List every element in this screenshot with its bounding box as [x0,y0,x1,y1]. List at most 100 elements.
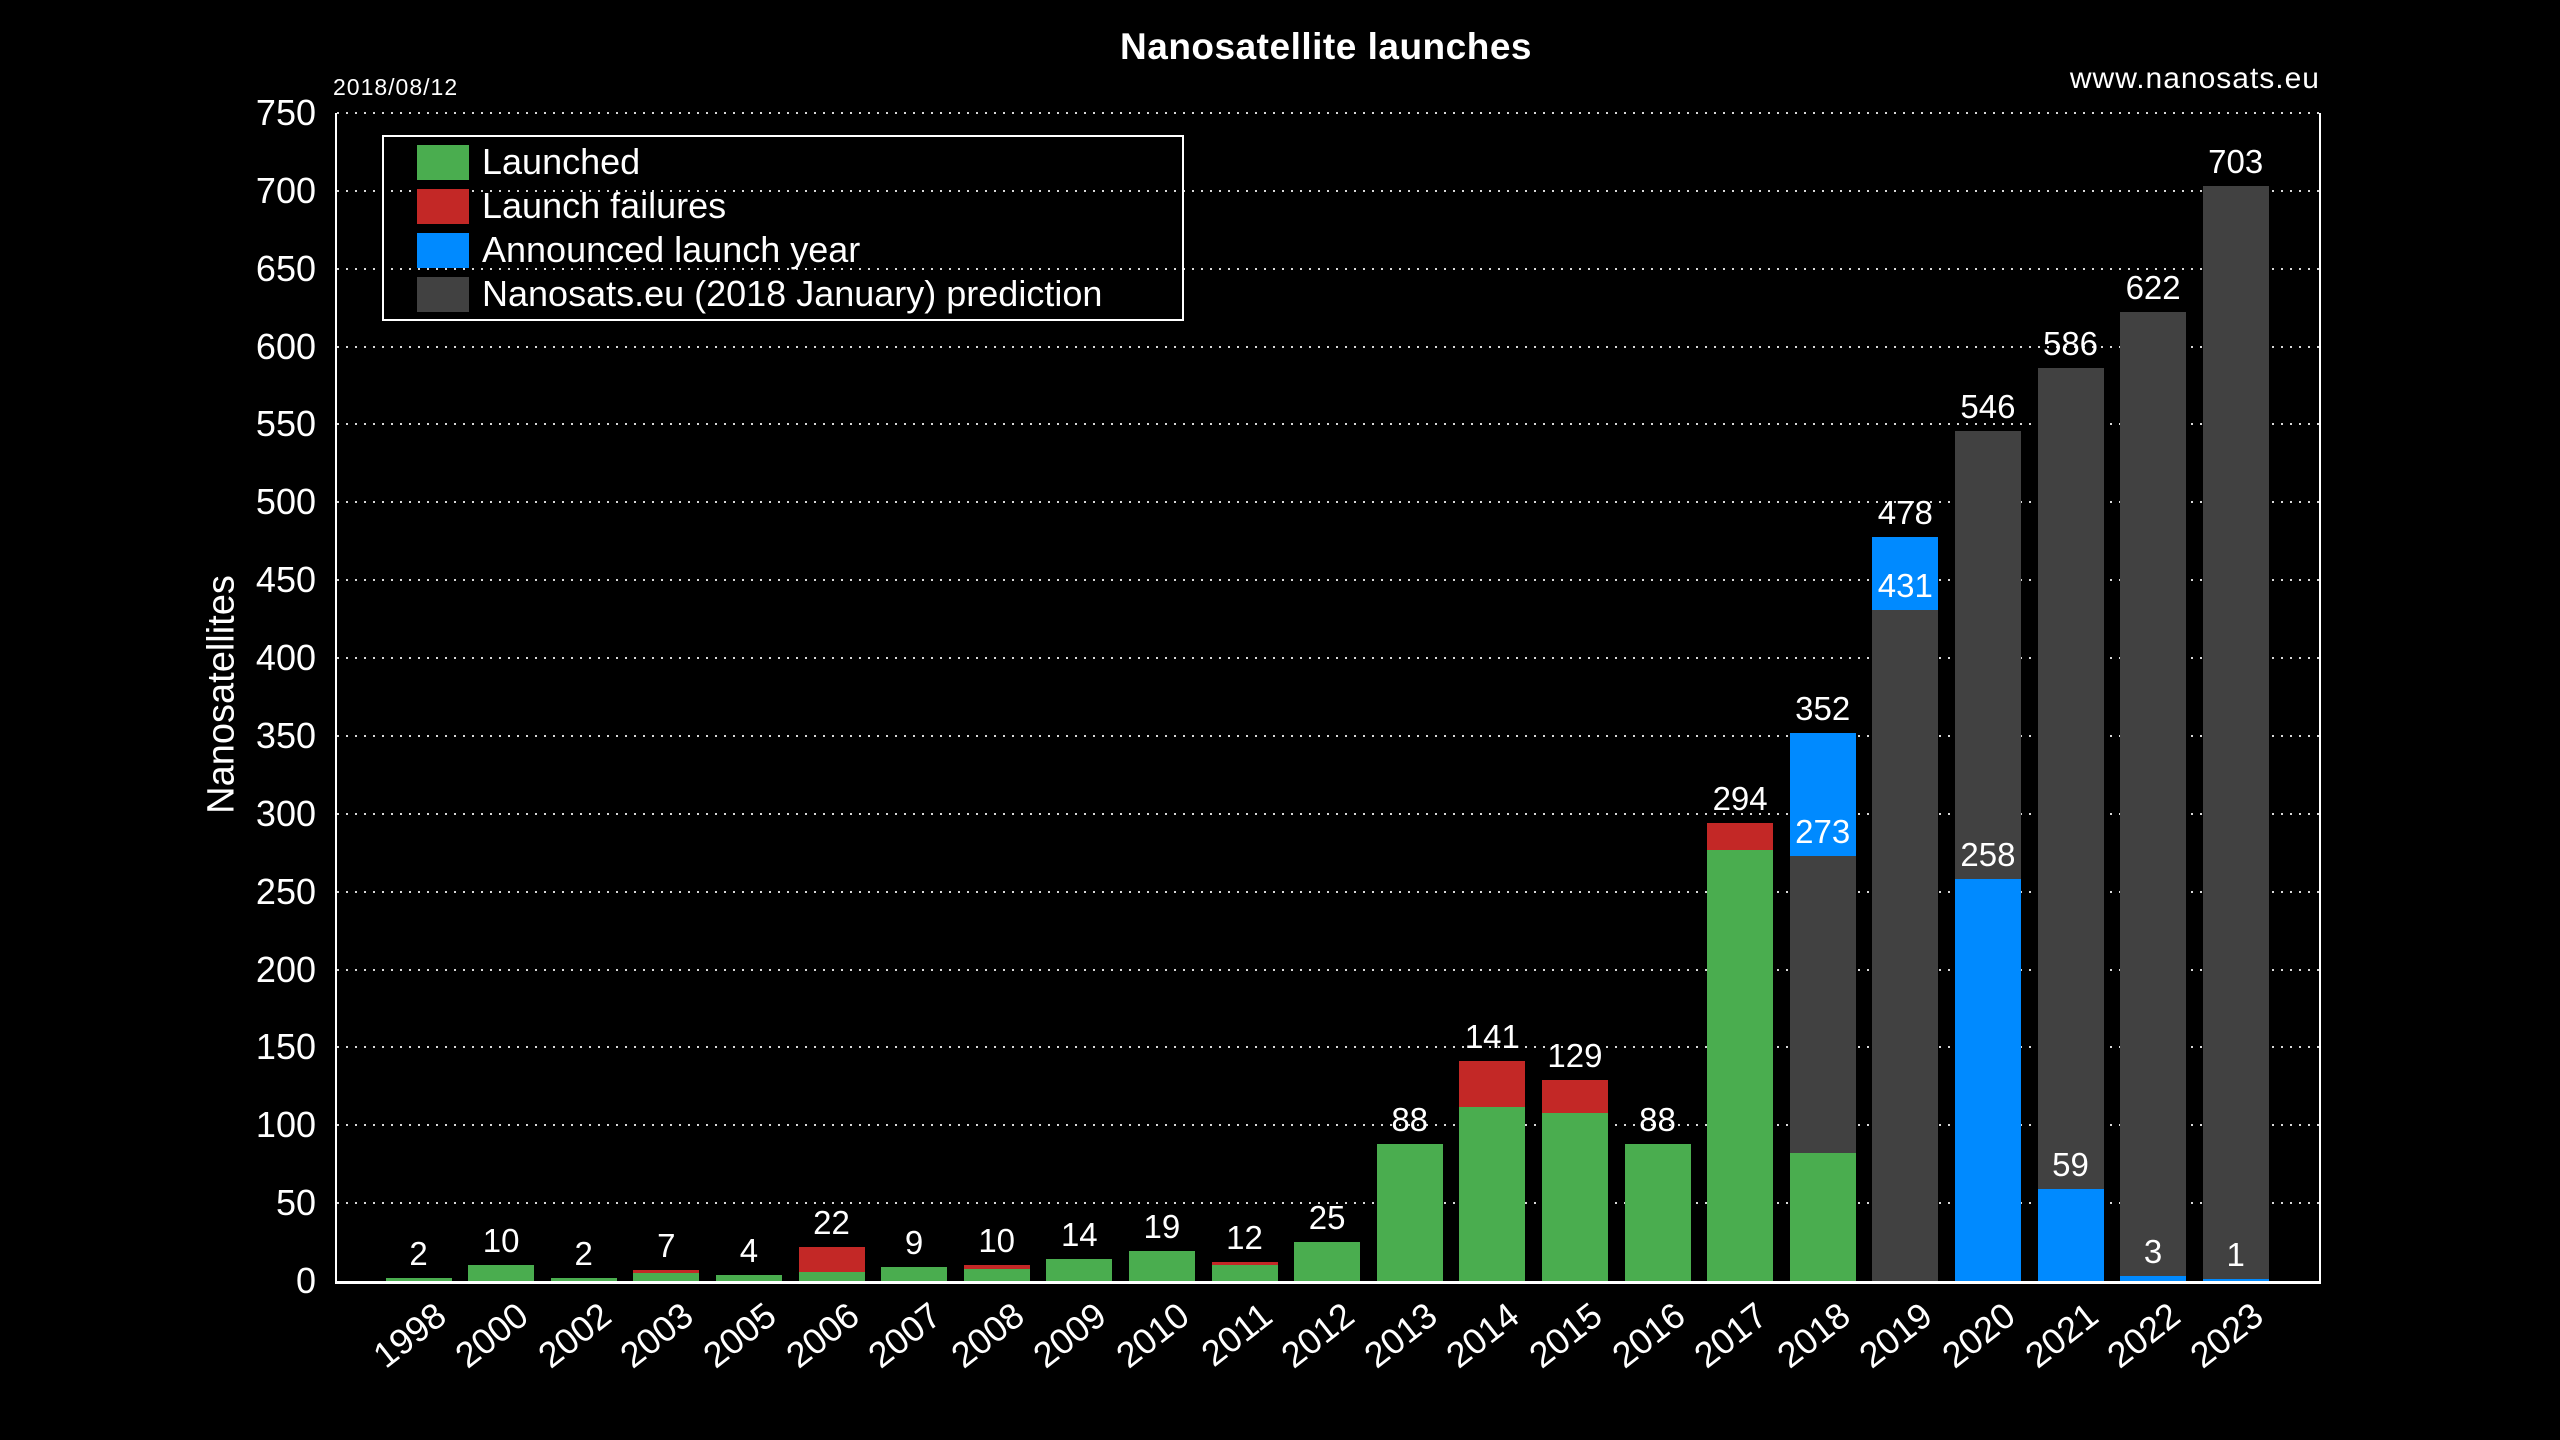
bar-value-label-2016-88: 88 [1639,1100,1676,1138]
x-tick-2002: 2002 [529,1294,619,1376]
x-tick-2019: 2019 [1851,1294,1940,1376]
bar-segment-prediction-2018 [1789,855,1856,1154]
legend: Launched Launch failures Announced launch … [382,135,1184,321]
y-tick-label-600: 600 [255,325,316,367]
website-label: www.nanosats.eu [2069,62,2320,95]
bar-segment-announced-2020 [1954,879,2021,1281]
y-tick-label-250: 250 [255,870,316,912]
bar-segment-launched-2014 [1459,1106,1526,1281]
x-tick-2022: 2022 [2099,1294,2188,1376]
bar-value-label-2007-9: 9 [904,1223,924,1261]
bar-value-label-1998-2: 2 [409,1234,428,1272]
bar-segment-prediction-2022 [2120,312,2187,1277]
bar-value-label-2006-22: 22 [813,1203,850,1241]
x-tick-2016: 2016 [1603,1294,1693,1376]
date-label: 2018/08/12 [333,74,459,100]
bar-segment-launched-2005 [715,1274,782,1281]
bar-segment-prediction-2019 [1872,609,1939,1281]
y-tick-label-500: 500 [255,481,316,523]
x-tick-1998: 1998 [364,1294,454,1376]
bar-value-label-2020-546: 546 [1960,387,2016,425]
bar-segment-announced-2019 [1872,536,1939,610]
bar-value-label-2019-478: 478 [1877,493,1933,531]
bar-value-label-2022-3: 3 [2143,1233,2163,1271]
bar-segment-prediction-2021 [2037,368,2104,1190]
gridline-200 [337,968,2319,971]
bar-value-label-2023-1: 1 [2226,1236,2245,1274]
y-tick-label-350: 350 [255,714,316,756]
legend-label-failures: Launch failures [482,185,727,226]
x-tick-2003: 2003 [612,1294,701,1376]
x-tick-2000: 2000 [447,1294,536,1376]
bar-value-label-2014-141: 141 [1464,1018,1520,1056]
bar-segment-failures-2003 [633,1270,700,1274]
bar-value-label-2013-88: 88 [1391,1100,1429,1138]
gridline-650 [337,267,2319,270]
y-tick-label-0: 0 [295,1260,316,1301]
x-tick-2020: 2020 [1934,1294,2023,1376]
bar-segment-failures-2017 [1707,823,1774,850]
bar-segment-launched-2000 [468,1265,535,1281]
x-tick-2007: 2007 [860,1294,949,1376]
x-tick-2008: 2008 [942,1294,1032,1376]
bar-segment-launched-2018 [1789,1153,1856,1281]
bar-segment-launched-2013 [1376,1143,1443,1281]
bar-segment-launched-2017 [1707,849,1774,1281]
bar-value-label-2003-7: 7 [657,1227,676,1265]
x-tick-2006: 2006 [777,1294,867,1376]
bar-value-label-2022-622: 622 [2125,269,2181,307]
bar-segment-announced-2021 [2037,1189,2104,1281]
legend-item-failures: Launch failures [417,187,1182,225]
y-tick-label-450: 450 [255,559,316,601]
legend-item-launched: Launched [417,143,1182,181]
y-tick-label-150: 150 [255,1026,316,1068]
gridline-250 [337,890,2319,893]
legend-label-announced: Announced launch year [482,229,861,270]
x-tick-2023: 2023 [2181,1294,2271,1376]
gridline-750 [337,112,2319,114]
x-tick-2015: 2015 [1521,1294,1610,1376]
bar-segment-launched-2011 [1211,1265,1278,1281]
bar-value-label-2012-25: 25 [1308,1199,1346,1237]
gridline-150 [337,1046,2319,1049]
legend-label-prediction: Nanosats.eu (2018 January) prediction [482,273,1103,314]
x-tick-2011: 2011 [1192,1294,1280,1375]
y-tick-label-200: 200 [255,948,316,990]
bar-value-label-2011-12: 12 [1226,1219,1263,1257]
gridline-300 [337,812,2319,815]
gridline-350 [337,734,2319,737]
bar-segment-launched-2008 [963,1268,1030,1281]
bar-segment-failures-2014 [1459,1061,1526,1107]
x-tick-2017: 2017 [1686,1294,1775,1376]
bar-segment-launched-2012 [1294,1242,1361,1281]
bar-value-label-2020-258: 258 [1960,836,2016,874]
bar-segment-announced-2022 [2120,1276,2187,1281]
bar-value-label-2017-294: 294 [1712,780,1768,818]
y-tick-label-50: 50 [275,1182,316,1224]
y-tick-label-750: 750 [255,92,316,133]
gridline-550 [337,423,2319,426]
bar-value-label-2023-703: 703 [2208,143,2264,181]
y-tick-label-400: 400 [255,637,316,679]
x-tick-2010: 2010 [1108,1294,1197,1376]
x-tick-2018: 2018 [1768,1294,1858,1376]
x-tick-2021: 2021 [2016,1294,2106,1376]
bar-value-label-2018-352: 352 [1795,689,1851,727]
plot-area: 2 10 2 7 4 22 9 10 14 19 12 25 88 141 129 88 294 352 273 47… [335,112,2321,1284]
bar-value-label-2002-2: 2 [574,1234,593,1272]
bar-value-label-2005-4: 4 [739,1231,759,1269]
gridline-400 [337,657,2319,660]
bar-segment-launched-2010 [1128,1251,1195,1281]
y-tick-label-100: 100 [255,1104,316,1146]
x-tick-2009: 2009 [1025,1294,1114,1376]
legend-swatch-prediction [417,276,469,312]
y-tick-label-300: 300 [255,792,316,834]
gridline-600 [337,345,2319,348]
legend-swatch-launched [417,144,469,180]
bar-segment-failures-2008 [963,1265,1030,1269]
x-tick-2014: 2014 [1438,1294,1527,1376]
bar-value-label-2015-129: 129 [1547,1037,1603,1075]
bar-segment-launched-2007 [881,1266,948,1281]
bar-value-label-2018-273: 273 [1795,812,1851,850]
